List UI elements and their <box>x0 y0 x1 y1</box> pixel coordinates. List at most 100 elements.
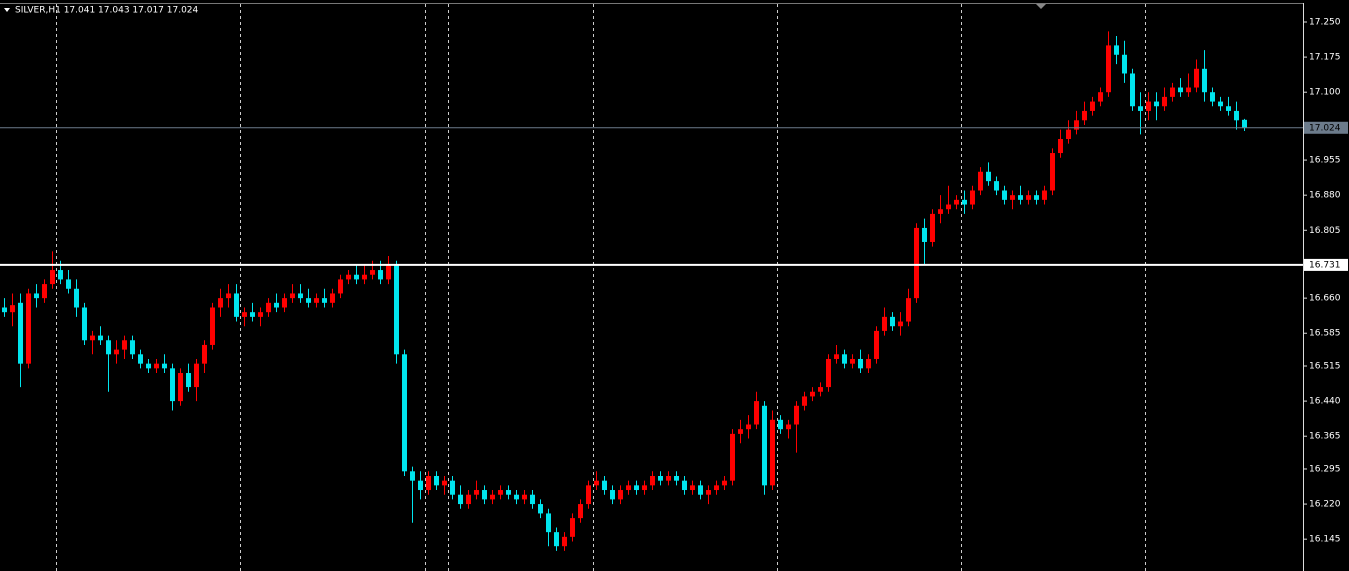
candle-body <box>146 363 151 369</box>
candle-body <box>506 490 511 495</box>
candle-body <box>90 335 95 341</box>
candle-body <box>306 298 311 303</box>
candle-body <box>1010 195 1015 200</box>
candle-body <box>962 199 967 205</box>
candle-body <box>610 490 615 500</box>
candle-body <box>98 335 103 341</box>
candle-body <box>946 204 951 210</box>
candle-body <box>986 171 991 182</box>
candle-body <box>466 494 471 505</box>
candle-body <box>538 504 543 514</box>
candle-body <box>290 293 295 299</box>
candle-body <box>410 471 415 481</box>
candle-body <box>1090 101 1095 111</box>
candle-body <box>314 298 319 303</box>
candle-body <box>42 284 47 299</box>
price-label: 17.024 <box>1309 123 1341 133</box>
candle-body <box>362 274 367 280</box>
candle-body <box>242 312 247 317</box>
candle-body <box>690 485 695 491</box>
candle-body <box>938 209 943 214</box>
candle-body <box>514 494 519 500</box>
candle-body <box>450 480 455 495</box>
candle-body <box>762 405 767 486</box>
candle-body <box>746 424 751 430</box>
candle-body <box>682 480 687 491</box>
candle-body <box>1050 153 1055 191</box>
candle-body <box>490 494 495 500</box>
candle-body <box>354 274 359 280</box>
candle-body <box>266 302 271 313</box>
candle-body <box>50 270 55 285</box>
candle-body <box>930 213 935 242</box>
candle-body <box>906 298 911 322</box>
y-tick-label: 16.805 <box>1309 226 1341 236</box>
candle-body <box>562 536 567 547</box>
candle-body <box>58 270 63 280</box>
candle-body <box>154 363 159 369</box>
candle-body <box>66 279 71 289</box>
candle-body <box>1234 110 1239 121</box>
candle-body <box>234 293 239 317</box>
candle-body <box>722 480 727 486</box>
candle-body <box>394 265 399 355</box>
y-tick-label: 16.515 <box>1309 362 1341 372</box>
candle-body <box>618 490 623 500</box>
candle-body <box>594 480 599 486</box>
candle-body <box>1002 190 1007 200</box>
y-tick-label: 17.175 <box>1309 53 1341 63</box>
candle-body <box>114 349 119 355</box>
candle-body <box>1074 120 1079 130</box>
candle-body <box>850 358 855 364</box>
candle-body <box>754 401 759 425</box>
candle-body <box>1130 73 1135 107</box>
candle-body <box>1210 92 1215 102</box>
candle-body <box>338 279 343 294</box>
candle-body <box>522 494 527 500</box>
candle-body <box>274 302 279 308</box>
price-label-box <box>1304 121 1348 134</box>
candle-body <box>802 396 807 406</box>
candle-body <box>1162 96 1167 107</box>
candle-body <box>1026 195 1031 200</box>
candle-body <box>1058 139 1063 154</box>
candle-body <box>178 373 183 402</box>
candle-body <box>778 419 783 430</box>
candle-body <box>570 518 575 537</box>
candle-body <box>810 391 815 397</box>
candle-body <box>1194 68 1199 88</box>
candle-body <box>1066 129 1071 140</box>
y-tick-label: 16.440 <box>1309 397 1341 407</box>
candle-body <box>786 424 791 430</box>
candle-body <box>842 354 847 364</box>
candle-body <box>202 344 207 364</box>
symbol-menu-arrow[interactable] <box>4 8 10 12</box>
candle-body <box>186 373 191 388</box>
candle-body <box>1178 87 1183 93</box>
y-tick-label: 16.955 <box>1309 156 1341 166</box>
candle-body <box>730 433 735 481</box>
candle-body <box>1042 190 1047 200</box>
candle-body <box>218 298 223 308</box>
candle-body <box>426 475 431 491</box>
candle-body <box>498 490 503 495</box>
candle-body <box>978 171 983 191</box>
candle-body <box>474 490 479 495</box>
candle-body <box>882 316 887 331</box>
candle-body <box>866 358 871 369</box>
candle-body <box>794 405 799 425</box>
candle-body <box>442 480 447 486</box>
y-tick-label: 16.145 <box>1309 535 1341 545</box>
candle-body <box>826 358 831 388</box>
candle-body <box>674 475 679 481</box>
candle-body <box>162 363 167 369</box>
candle-body <box>386 265 391 280</box>
candle-body <box>170 368 175 402</box>
candle-body <box>578 504 583 519</box>
candle-body <box>642 485 647 491</box>
candle-body <box>1034 195 1039 200</box>
candle-body <box>770 419 775 486</box>
candle-body <box>1114 45 1119 55</box>
candle-body <box>1186 87 1191 93</box>
